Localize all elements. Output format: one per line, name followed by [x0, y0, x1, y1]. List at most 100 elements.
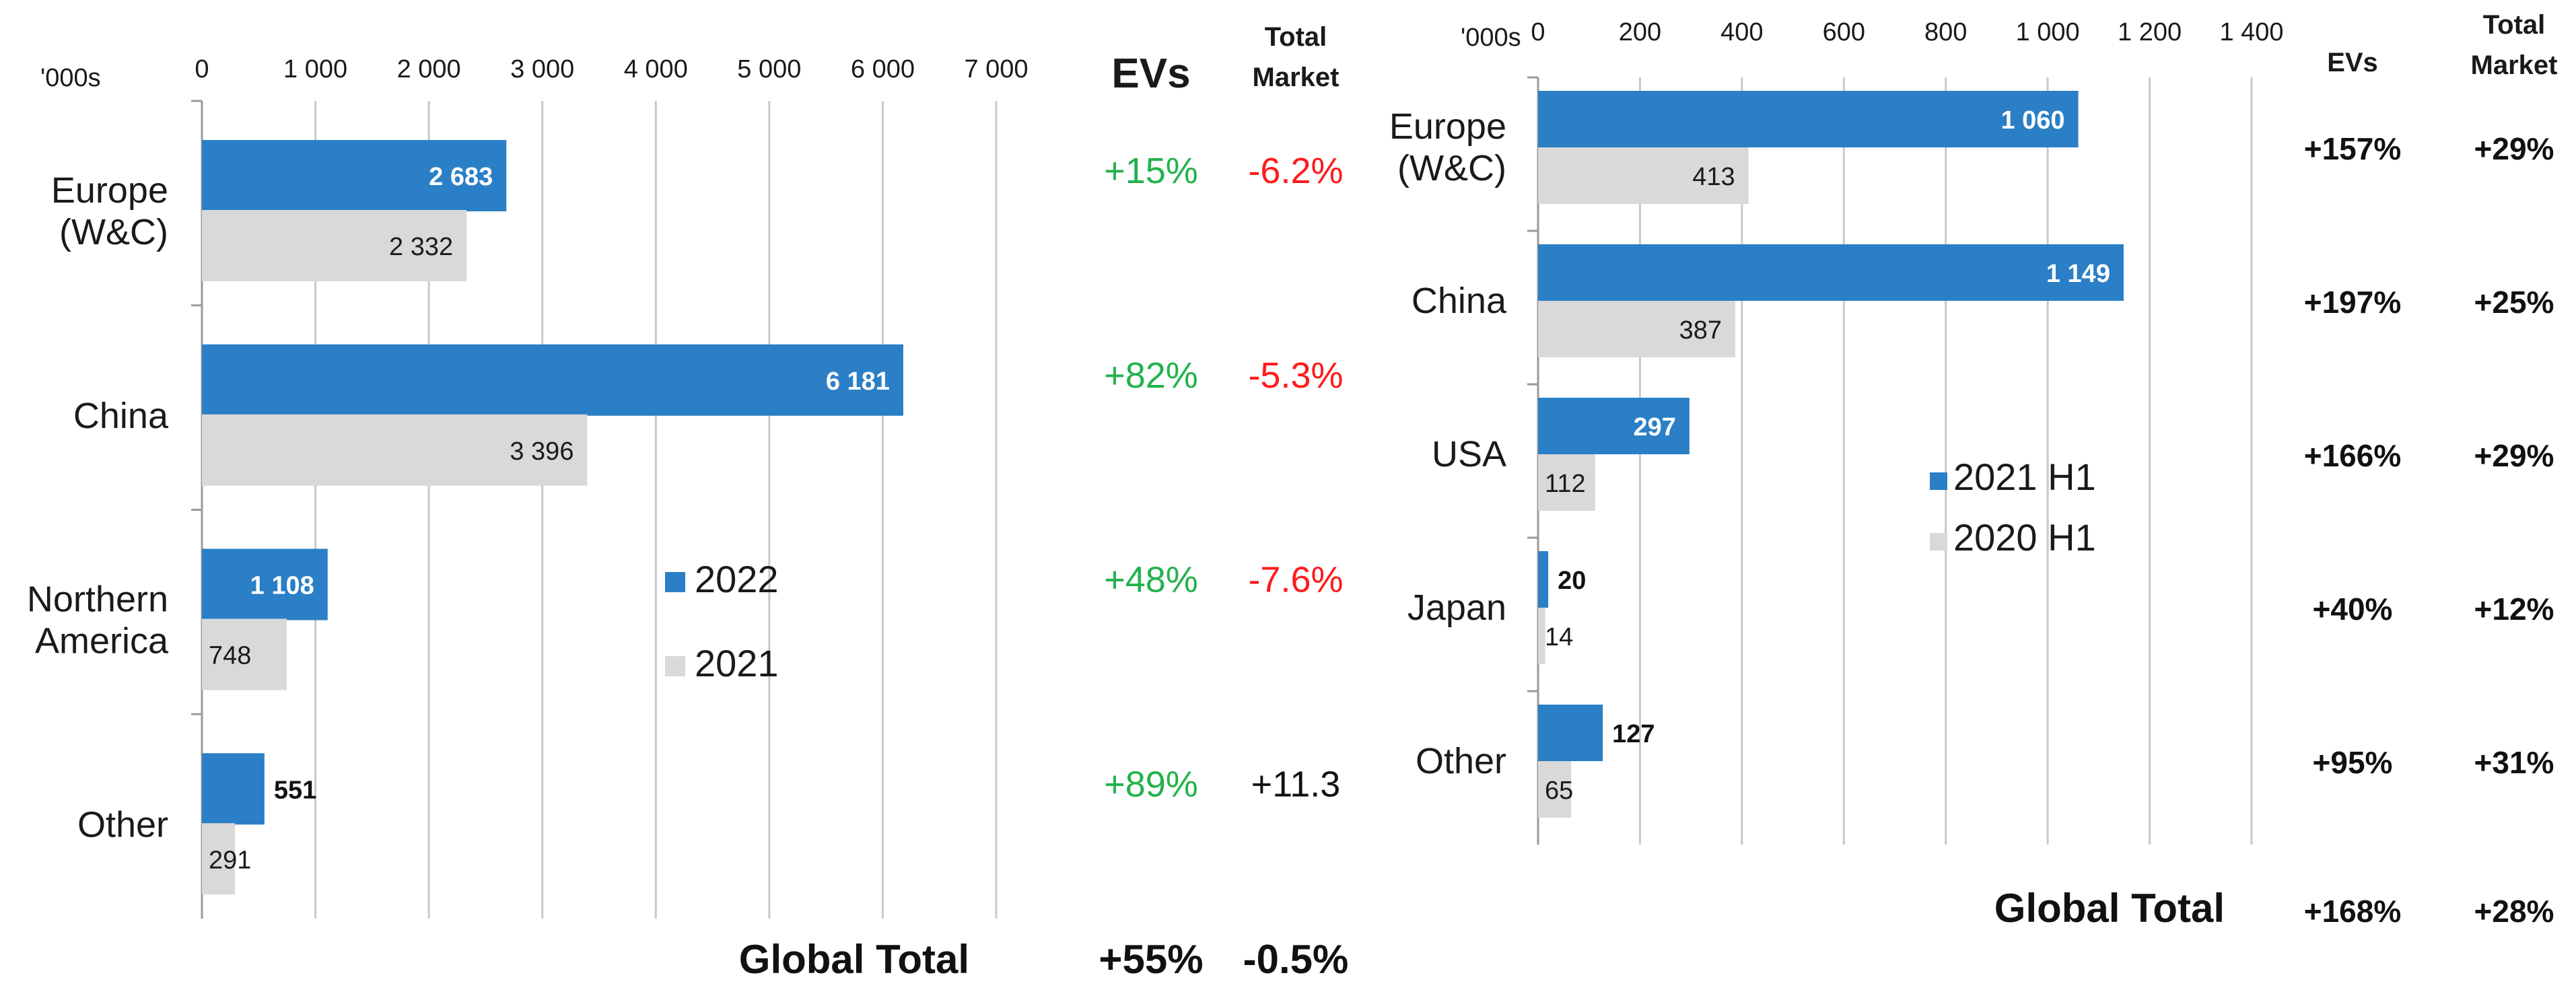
right-data-label-current: 1 149	[2046, 260, 2110, 288]
right-x-tick-label: 800	[1924, 18, 1967, 46]
right-category-label: USA	[1432, 434, 1506, 474]
left-market-growth-3: +11.3	[1251, 764, 1341, 804]
right-market-growth-1: +25%	[2474, 285, 2554, 320]
right-x-tick-label: 400	[1720, 18, 1763, 46]
left-data-label-current: 2 683	[429, 163, 493, 191]
right-data-label-previous: 14	[1545, 623, 1573, 651]
left-bar-2021-1	[202, 414, 588, 486]
left-data-label-previous: 291	[209, 846, 251, 874]
right-category-label: Other	[1416, 741, 1506, 781]
left-bar-2021-0	[202, 210, 467, 281]
right-evs-header: EVs	[2327, 48, 2378, 77]
left-unit-label: '000s	[40, 64, 101, 92]
right-x-tick-label: 600	[1823, 18, 1865, 46]
left-category-label: Other	[77, 804, 168, 845]
left-x-tick-label: 7 000	[964, 55, 1028, 83]
right-global-total-label: Global Total	[1994, 886, 2225, 931]
left-legend-swatch-current	[665, 572, 685, 592]
right-evs-growth-2: +166%	[2304, 438, 2402, 473]
right-data-label-previous: 65	[1545, 777, 1573, 805]
left-data-label-previous: 2 332	[389, 233, 453, 261]
left-bar-2022-3	[202, 753, 265, 825]
right-data-label-previous: 413	[1692, 163, 1735, 191]
right-global-evs-growth: +168%	[2304, 894, 2402, 929]
left-category-label: China	[73, 396, 169, 436]
right-bar-2021-H1-4	[1538, 705, 1603, 761]
left-x-tick-label: 6 000	[851, 55, 915, 83]
left-market-header: Total	[1265, 22, 1327, 52]
right-x-tick-label: 200	[1619, 18, 1661, 46]
left-global-evs-growth: +55%	[1099, 937, 1203, 982]
left-market-growth-2: -7.6%	[1248, 560, 1343, 600]
right-data-label-current: 20	[1558, 567, 1586, 595]
right-category-label: Europe	[1389, 106, 1506, 147]
left-category-label: Europe	[51, 170, 168, 211]
right-bar-2021-H1-2	[1538, 398, 1690, 454]
left-global-market-growth: -0.5%	[1243, 937, 1349, 982]
right-bar-2020-H1-3	[1538, 608, 1545, 664]
left-data-label-current: 1 108	[250, 572, 314, 600]
left-data-label-current: 6 181	[826, 367, 890, 396]
right-x-tick-label: 1 200	[2118, 18, 2182, 46]
left-bar-2022-0	[202, 140, 507, 211]
right-market-growth-3: +12%	[2474, 592, 2554, 627]
left-market-growth-1: -5.3%	[1248, 355, 1343, 396]
right-legend-swatch-current	[1930, 472, 1947, 490]
left-legend-swatch-previous	[665, 656, 685, 676]
left-bar-2021-3	[202, 823, 236, 895]
left-legend-label-previous: 2021	[695, 642, 779, 684]
right-data-label-current: 127	[1612, 720, 1655, 748]
left-evs-growth-1: +82%	[1104, 355, 1198, 396]
left-evs-growth-0: +15%	[1104, 151, 1198, 191]
left-legend-label-current: 2022	[695, 558, 779, 600]
right-unit-label: '000s	[1461, 24, 1521, 52]
left-evs-growth-3: +89%	[1104, 764, 1198, 804]
right-bar-2021-H1-1	[1538, 244, 2124, 301]
left-evs-growth-2: +48%	[1104, 560, 1198, 600]
left-market-header: Market	[1253, 63, 1339, 92]
right-x-tick-label: 1 000	[2016, 18, 2080, 46]
left-global-total-label: Global Total	[739, 937, 969, 982]
right-category-label: (W&C)	[1397, 148, 1506, 188]
left-bar-2021-2	[202, 618, 287, 690]
right-x-tick-label: 0	[1531, 18, 1545, 46]
right-data-label-previous: 112	[1545, 470, 1586, 498]
left-bar-2022-2	[202, 548, 328, 620]
left-data-label-previous: 748	[209, 642, 251, 670]
right-bar-2020-H1-2	[1538, 454, 1595, 511]
left-x-tick-label: 3 000	[510, 55, 574, 83]
right-data-label-current: 297	[1633, 413, 1675, 441]
right-evs-growth-1: +197%	[2304, 285, 2402, 320]
left-market-growth-0: -6.2%	[1248, 151, 1343, 191]
right-bar-2021-H1-0	[1538, 91, 2079, 147]
left-data-label-previous: 3 396	[510, 437, 573, 466]
right-data-label-previous: 387	[1679, 316, 1722, 345]
right-legend-label-previous: 2020 H1	[1953, 516, 2096, 559]
right-market-header: Market	[2471, 50, 2558, 80]
right-market-header: Total	[2483, 10, 2546, 40]
left-x-tick-label: 2 000	[397, 55, 461, 83]
right-bar-2020-H1-1	[1538, 301, 1736, 357]
left-bar-2022-1	[202, 344, 903, 416]
right-legend-label-current: 2021 H1	[1953, 456, 2096, 498]
left-x-tick-label: 0	[195, 55, 209, 83]
right-x-tick-label: 1 400	[2219, 18, 2283, 46]
left-x-tick-label: 1 000	[283, 55, 347, 83]
right-bar-2021-H1-3	[1538, 551, 1549, 608]
right-data-label-current: 1 060	[2000, 106, 2064, 135]
left-category-label: Northern	[27, 579, 168, 620]
right-market-growth-4: +31%	[2474, 745, 2554, 780]
left-category-label: America	[35, 621, 169, 662]
left-x-tick-label: 4 000	[624, 55, 688, 83]
right-category-label: Japan	[1407, 588, 1506, 628]
right-category-label: China	[1412, 281, 1507, 321]
right-market-growth-0: +29%	[2474, 131, 2554, 166]
right-bar-2020-H1-4	[1538, 761, 1572, 818]
right-evs-growth-3: +40%	[2313, 592, 2393, 627]
left-data-label-current: 551	[274, 776, 316, 804]
left-category-label: (W&C)	[59, 212, 168, 252]
right-evs-growth-4: +95%	[2313, 745, 2393, 780]
left-x-tick-label: 5 000	[737, 55, 801, 83]
